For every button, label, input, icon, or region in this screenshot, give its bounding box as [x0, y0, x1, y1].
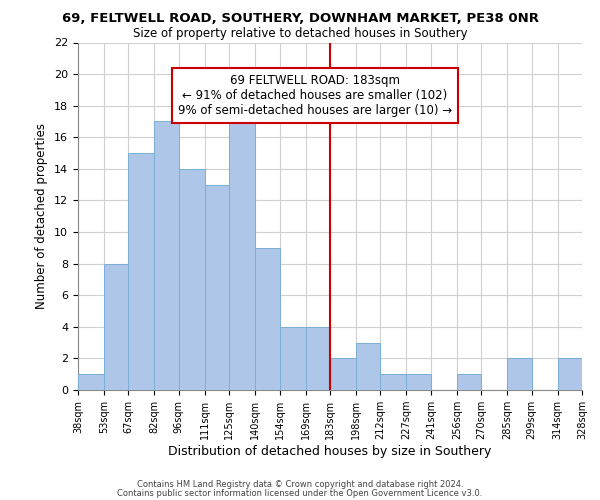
Text: Contains public sector information licensed under the Open Government Licence v3: Contains public sector information licen…: [118, 488, 482, 498]
Bar: [205, 184, 229, 390]
Bar: [457, 374, 481, 390]
Bar: [305, 327, 330, 390]
Bar: [507, 358, 532, 390]
Text: Size of property relative to detached houses in Southery: Size of property relative to detached ho…: [133, 28, 467, 40]
Bar: [179, 169, 205, 390]
Bar: [229, 106, 255, 390]
Bar: [557, 358, 582, 390]
Bar: [78, 374, 104, 390]
Bar: [330, 358, 356, 390]
Bar: [356, 342, 380, 390]
Bar: [280, 327, 305, 390]
Text: 69, FELTWELL ROAD, SOUTHERY, DOWNHAM MARKET, PE38 0NR: 69, FELTWELL ROAD, SOUTHERY, DOWNHAM MAR…: [62, 12, 539, 26]
Text: 69 FELTWELL ROAD: 183sqm
← 91% of detached houses are smaller (102)
9% of semi-d: 69 FELTWELL ROAD: 183sqm ← 91% of detach…: [178, 74, 452, 117]
Bar: [104, 264, 128, 390]
Bar: [128, 153, 154, 390]
Bar: [255, 248, 280, 390]
Bar: [154, 122, 179, 390]
Text: Contains HM Land Registry data © Crown copyright and database right 2024.: Contains HM Land Registry data © Crown c…: [137, 480, 463, 489]
Y-axis label: Number of detached properties: Number of detached properties: [35, 123, 49, 309]
Bar: [406, 374, 431, 390]
Bar: [380, 374, 406, 390]
X-axis label: Distribution of detached houses by size in Southery: Distribution of detached houses by size …: [169, 445, 491, 458]
